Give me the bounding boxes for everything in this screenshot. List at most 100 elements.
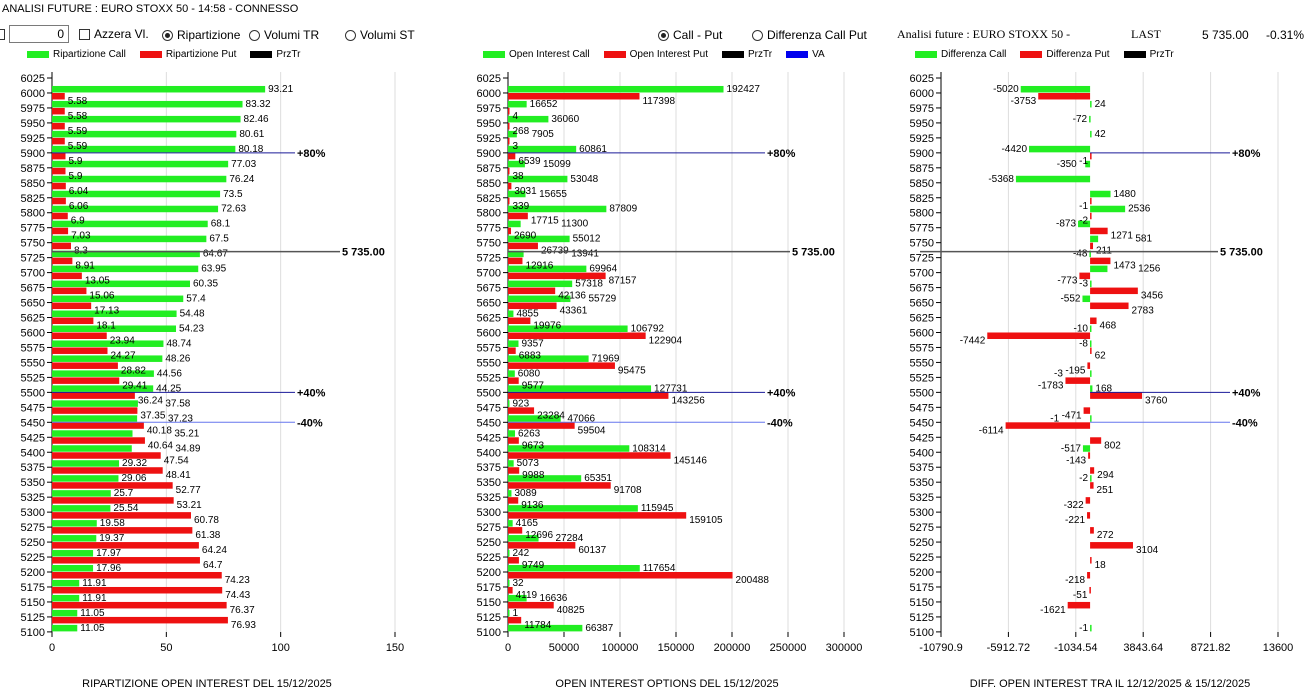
put-bar [52, 92, 65, 100]
put-bar [52, 347, 108, 354]
put-bar [52, 137, 65, 145]
y-tick-label: 5725 [910, 253, 934, 265]
call-bar [1090, 100, 1092, 108]
y-tick-label: 5450 [910, 417, 934, 429]
put-bar [508, 616, 522, 624]
checkbox-hidden[interactable] [0, 28, 5, 40]
radio-volumi-tr[interactable]: Volumi TR [249, 28, 319, 42]
y-tick-label: 6000 [477, 88, 501, 100]
bar-value-label: 65351 [584, 473, 612, 484]
y-tick-label: 5600 [477, 327, 501, 339]
bar-value-label: 62 [1095, 350, 1107, 361]
bar-value-label: 6883 [519, 350, 542, 361]
bar-value-label: 802 [1104, 440, 1121, 451]
put-bar [1090, 242, 1094, 250]
last-price-label: 5 735.00 [792, 247, 835, 259]
put-bar [1083, 407, 1091, 414]
y-tick-label: 5275 [21, 522, 45, 534]
y-tick-label: 5600 [910, 327, 934, 339]
bar-value-label: 7905 [532, 129, 555, 140]
radio-differenza[interactable]: Differenza Call Put [752, 28, 867, 42]
y-tick-label: 5700 [910, 268, 934, 280]
call-bar [1090, 475, 1092, 482]
y-tick-label: 5175 [910, 582, 934, 594]
y-tick-label: 5250 [21, 537, 45, 549]
y-tick-label: 5475 [910, 402, 934, 414]
call-bar [508, 475, 582, 482]
put-bar [52, 601, 227, 609]
legend-entry: VA [812, 49, 825, 60]
y-tick-label: 5225 [910, 552, 934, 564]
bar-value-label: 44.25 [156, 383, 181, 394]
call-bar [508, 579, 510, 587]
put-bar [52, 317, 94, 325]
y-tick-label: 5575 [21, 342, 45, 354]
bar-value-label: 42136 [558, 291, 586, 302]
put-bar [1090, 437, 1102, 444]
put-bar [508, 377, 519, 384]
call-bar [508, 445, 630, 452]
x-tick-label: -10790.9 [919, 642, 962, 654]
put-bar [987, 332, 1091, 339]
bar-value-label: 37.35 [140, 410, 165, 421]
put-bar [1090, 482, 1094, 489]
y-tick-label: 5525 [21, 372, 45, 384]
call-bar [508, 160, 525, 168]
bar-value-label: 3456 [1141, 291, 1164, 302]
put-bar [52, 227, 69, 235]
put-bar [508, 317, 531, 325]
call-bar [508, 624, 583, 632]
call-bar [52, 265, 199, 273]
call-bar [1090, 385, 1093, 392]
y-tick-label: 5850 [21, 178, 45, 190]
y-tick-label: 5450 [477, 417, 501, 429]
call-bar [508, 130, 517, 138]
azzera-checkbox[interactable] [79, 28, 90, 40]
bar-value-label: 5.58 [68, 111, 88, 122]
call-bar [52, 325, 177, 332]
radio-ripartizione[interactable]: Ripartizione [162, 28, 240, 42]
bar-value-label: 13941 [571, 249, 599, 260]
y-tick-label: 6025 [477, 73, 501, 85]
put-bar [1090, 317, 1097, 325]
bar-value-label: 54.23 [179, 323, 204, 334]
bar-value-label: -1783 [1038, 380, 1064, 391]
put-bar [52, 332, 107, 339]
y-tick-label: 5850 [477, 178, 501, 190]
call-bar [52, 115, 241, 123]
put-bar [508, 167, 510, 175]
bar-value-label: -195 [1065, 365, 1085, 376]
call-bar [508, 385, 652, 392]
call-bar [508, 550, 510, 557]
y-tick-label: 5675 [910, 283, 934, 295]
y-tick-label: 5350 [21, 477, 45, 489]
legend-swatch [722, 51, 744, 58]
legend-swatch [27, 51, 49, 58]
call-bar [52, 415, 138, 422]
y-tick-label: 5200 [21, 567, 45, 579]
bar-value-label: -3753 [1011, 96, 1037, 107]
put-bar [1090, 302, 1129, 310]
y-tick-label: 5275 [477, 522, 501, 534]
y-tick-label: 5800 [910, 208, 934, 220]
radio-call-put[interactable]: Call - Put [658, 28, 722, 42]
bar-value-label: 52.77 [176, 485, 201, 496]
bar-value-label: -8 [1079, 338, 1088, 349]
number-input[interactable] [9, 25, 69, 43]
y-tick-label: 5325 [910, 492, 934, 504]
bar-value-label: 2783 [1132, 306, 1155, 317]
call-bar [52, 505, 111, 512]
radio-volumi-st[interactable]: Volumi ST [345, 28, 415, 42]
bar-value-label: 581 [1135, 234, 1152, 245]
bar-value-label: -6114 [979, 425, 1004, 436]
put-bar [508, 586, 513, 594]
bar-value-label: 83.32 [246, 99, 271, 110]
bar-value-label: 57.4 [186, 294, 206, 305]
bar-value-label: 5.58 [68, 96, 88, 107]
call-bar [52, 490, 111, 497]
bar-value-label: 11.05 [80, 623, 105, 634]
put-bar [1079, 272, 1091, 280]
call-bar [508, 145, 577, 153]
call-bar [1090, 190, 1111, 198]
